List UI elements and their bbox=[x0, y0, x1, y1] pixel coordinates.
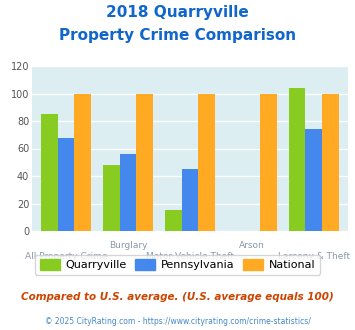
Text: © 2025 CityRating.com - https://www.cityrating.com/crime-statistics/: © 2025 CityRating.com - https://www.city… bbox=[45, 317, 310, 326]
Bar bbox=[103, 165, 120, 231]
Bar bbox=[322, 93, 339, 231]
Text: Burglary: Burglary bbox=[109, 241, 147, 250]
Legend: Quarryville, Pennsylvania, National: Quarryville, Pennsylvania, National bbox=[35, 255, 320, 275]
Text: 2018 Quarryville: 2018 Quarryville bbox=[106, 5, 249, 20]
Bar bbox=[198, 93, 215, 231]
Bar bbox=[165, 211, 181, 231]
Bar bbox=[181, 169, 198, 231]
Bar bbox=[136, 93, 153, 231]
Text: Arson: Arson bbox=[239, 241, 265, 250]
Text: All Property Crime: All Property Crime bbox=[25, 252, 107, 261]
Bar bbox=[41, 114, 58, 231]
Text: Larceny & Theft: Larceny & Theft bbox=[278, 252, 350, 261]
Bar bbox=[305, 129, 322, 231]
Text: Property Crime Comparison: Property Crime Comparison bbox=[59, 28, 296, 43]
Bar bbox=[260, 93, 277, 231]
Text: Compared to U.S. average. (U.S. average equals 100): Compared to U.S. average. (U.S. average … bbox=[21, 292, 334, 302]
Text: Motor Vehicle Theft: Motor Vehicle Theft bbox=[146, 252, 234, 261]
Bar bbox=[289, 88, 305, 231]
Bar bbox=[75, 93, 91, 231]
Bar bbox=[58, 138, 75, 231]
Bar bbox=[120, 154, 136, 231]
